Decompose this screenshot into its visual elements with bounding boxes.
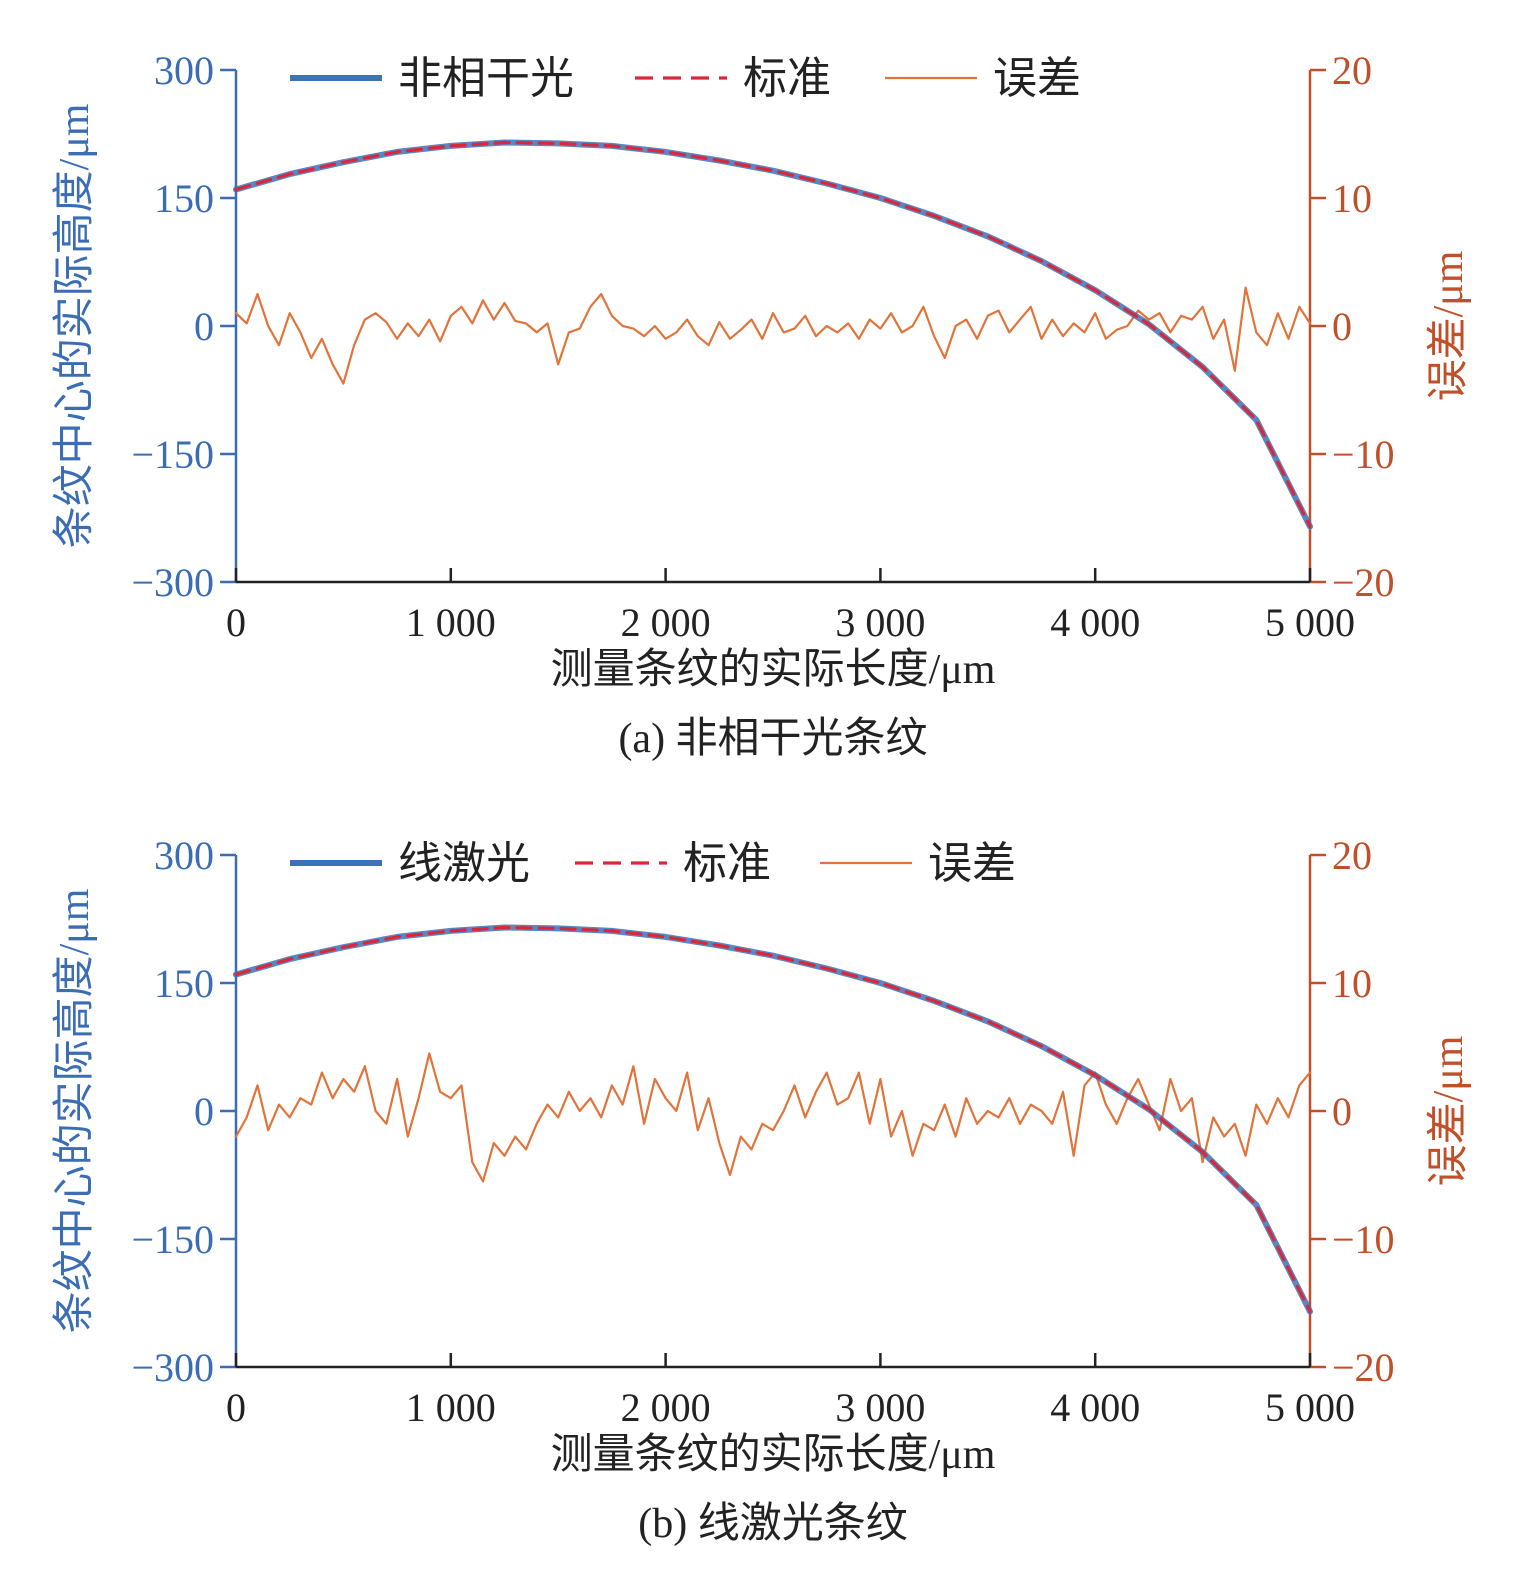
x-tick-label: 5 000 [1265, 1385, 1355, 1430]
left-y-tick-label: 300 [154, 48, 214, 93]
series-line-error [234, 286, 1312, 385]
x-axis-title: 测量条纹的实际长度/μm [551, 646, 996, 693]
legend-label: 非相干光 [398, 54, 574, 103]
legend-label: 误差 [993, 54, 1081, 103]
chart-panel-b: 300 150 0 −150 −300 20 10 0 −10 −20 0 1 000 2 000 3 0… [51, 833, 1472, 1547]
series-group [233, 139, 1313, 530]
x-tick-label: 3 000 [835, 600, 925, 645]
x-tick-label: 2 000 [621, 1385, 711, 1430]
series-group [233, 924, 1313, 1315]
x-tick-label: 0 [226, 600, 246, 645]
x-tick-label: 4 000 [1050, 1385, 1140, 1430]
x-tick-label: 1 000 [406, 1385, 496, 1430]
right-y-tick-label: 0 [1332, 1089, 1352, 1134]
series-line-standard [234, 140, 1312, 529]
right-y-axis-title: 误差/μm [1426, 250, 1472, 401]
right-y-tick-label: 20 [1332, 48, 1372, 93]
right-y-tick-label: −20 [1332, 1345, 1395, 1390]
left-y-tick-label: −150 [131, 1217, 214, 1262]
series-line-measured [233, 139, 1313, 530]
series-line-standard [234, 925, 1312, 1314]
x-axis-title: 测量条纹的实际长度/μm [551, 1431, 996, 1478]
legend-label: 标准 [683, 839, 771, 888]
left-y-tick-label: 150 [154, 961, 214, 1006]
right-y-tick-label: −20 [1332, 560, 1395, 605]
x-tick-label: 0 [226, 1385, 246, 1430]
x-tick-label: 4 000 [1050, 600, 1140, 645]
right-y-axis-title: 误差/μm [1426, 1035, 1472, 1186]
left-y-tick-label: 300 [154, 833, 214, 878]
x-tick-label: 2 000 [621, 600, 711, 645]
right-y-tick-label: −10 [1332, 1217, 1395, 1262]
left-y-tick-label: 0 [194, 304, 214, 349]
left-y-tick-label: 150 [154, 176, 214, 221]
legend-label: 误差 [928, 839, 1016, 888]
left-y-tick-label: −300 [131, 1345, 214, 1390]
right-y-tick-label: 10 [1332, 961, 1372, 1006]
x-tick-label: 1 000 [406, 600, 496, 645]
left-y-tick-label: 0 [194, 1089, 214, 1134]
right-y-tick-label: 10 [1332, 176, 1372, 221]
right-y-tick-label: 20 [1332, 833, 1372, 878]
right-y-tick-label: −10 [1332, 432, 1395, 477]
x-tick-label: 5 000 [1265, 600, 1355, 645]
series-line-measured [233, 924, 1313, 1315]
panel-caption: (a) 非相干光条纹 [618, 716, 927, 762]
left-y-axis-title: 条纹中心的实际高度/μm [51, 888, 98, 1333]
right-y-tick-label: 0 [1332, 304, 1352, 349]
series-line-error [234, 1052, 1312, 1183]
left-y-axis-title: 条纹中心的实际高度/μm [51, 103, 98, 548]
left-y-tick-label: −300 [131, 560, 214, 605]
x-tick-label: 3 000 [835, 1385, 925, 1430]
chart-panel-a: 300 150 0 −150 −300 20 10 0 −10 −20 0 1 000 2 000 3 0… [51, 48, 1472, 762]
legend-label: 标准 [743, 54, 831, 103]
legend-label: 线激光 [398, 839, 530, 888]
panel-caption: (b) 线激光条纹 [638, 1501, 907, 1547]
left-y-tick-label: −150 [131, 432, 214, 477]
